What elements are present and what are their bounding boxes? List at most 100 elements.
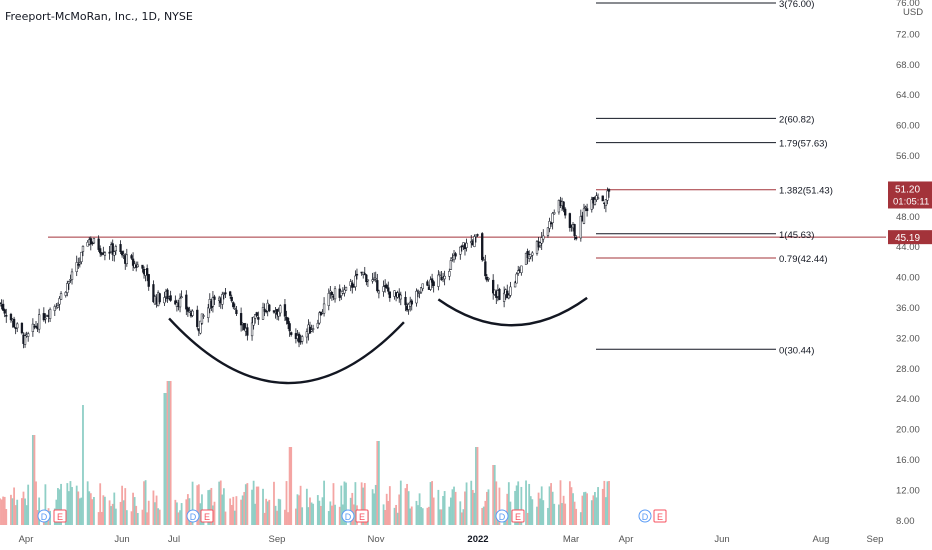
volume-bar [102,495,105,525]
volume-bar [268,499,271,525]
time-axis-label: Jul [168,534,180,545]
level-price-badge[interactable] [888,230,932,245]
candle-body [59,293,63,300]
candle-body [130,255,133,259]
candle-body [3,309,6,314]
candle-body [246,327,249,336]
fib-extension[interactable]: 3(76.00) 2(60.82) 1.79(57.63) 1.382(51.43) 1… [596,0,833,356]
candle-body [318,312,321,324]
candle-body [387,287,390,292]
candle-body [492,279,495,294]
volume-bar [559,480,562,525]
volume-bar [404,488,407,525]
volume-bar [86,481,89,525]
volume-bar [232,496,235,525]
volume-bar [82,405,84,525]
candle-body [551,213,554,223]
candlesticks [0,187,611,349]
candle-body [454,253,457,257]
volume-bar [66,483,69,525]
earnings-marker[interactable]: E [200,509,214,523]
earnings-icon [511,509,525,523]
candle-body [254,314,257,319]
volume-bar [155,495,158,525]
volume-bar [244,484,247,525]
last-price-badge[interactable] [888,181,932,209]
volume-bar [146,512,149,525]
volume-bar [388,486,391,525]
candle-body [268,304,271,312]
earnings-marker[interactable]: E [53,509,67,523]
candle-body [228,291,232,296]
candle-body [23,335,27,345]
fib-level-label: 0(30.44) [779,345,814,356]
volume-bar [562,495,565,525]
dividend-marker[interactable]: D [186,509,200,523]
volume-bar [481,507,484,525]
candle-body [374,277,377,280]
volume-bar [235,496,238,525]
event-marker-label: D [499,512,506,522]
volume-bar [10,494,12,525]
candle-body [188,310,191,313]
fib-level-label: 0.79(42.44) [779,254,828,265]
price-axis[interactable]: 76.00USD72.0068.0064.0060.0056.0052.0048… [888,0,932,527]
price-axis-label: 24.00 [896,394,920,405]
volume-bar [266,501,269,525]
candle-body [277,311,280,317]
volume-bar [33,435,36,525]
volume-bar [417,505,419,525]
candle-body [136,264,139,268]
volume-bar [185,499,188,525]
candle-body [568,213,572,228]
candle-body [531,252,534,256]
earnings-marker[interactable]: E [653,509,667,523]
candle-body [482,259,485,261]
volume-bar [487,489,490,525]
candle-body [119,244,122,252]
volume-bar [594,492,596,525]
event-marker-label: E [204,512,210,522]
volume-bar [597,487,599,525]
earnings-marker[interactable]: E [355,509,369,523]
candle-body [200,313,204,324]
dividend-marker[interactable]: D [37,509,51,523]
volume-bar [371,489,374,525]
candle-body [120,251,124,256]
dividend-marker[interactable]: D [495,509,509,523]
event-marker-label: D [190,512,197,522]
volume-bar [255,486,258,525]
candle-body [64,292,67,296]
volume-bar [453,486,455,525]
fib-level-label: 1(45.63) [779,230,814,241]
volume-bar [135,505,138,525]
dividend-marker[interactable]: D [638,509,652,523]
volume-bar [351,492,354,525]
candle-body [443,275,446,280]
volume-bar [550,483,552,525]
price-axis-label: 48.00 [896,212,920,223]
candle-body [288,323,291,332]
volume-bar [133,497,136,525]
volume-bar [312,503,315,525]
candle-body [279,305,282,314]
candle-body [473,236,476,247]
candle-body [382,286,385,292]
volume-bar [75,485,78,525]
candle-body [305,331,309,338]
volume-bar [331,505,333,525]
volume-bar [296,494,299,525]
earnings-marker[interactable]: E [511,509,525,523]
time-axis[interactable]: Apr Jun Jul Sep Nov 2022 Mar Apr Jun Aug Sep [19,534,884,545]
candle-body [42,313,45,321]
candle-body [250,322,254,337]
volume-bar [277,498,280,525]
candle-body [221,293,224,305]
volume-bar [208,489,211,525]
volume-bar [22,491,25,525]
volume-bar [132,492,134,525]
volume-bar [224,511,227,525]
dividend-marker[interactable]: D [341,509,355,523]
volume-bar [410,506,413,525]
